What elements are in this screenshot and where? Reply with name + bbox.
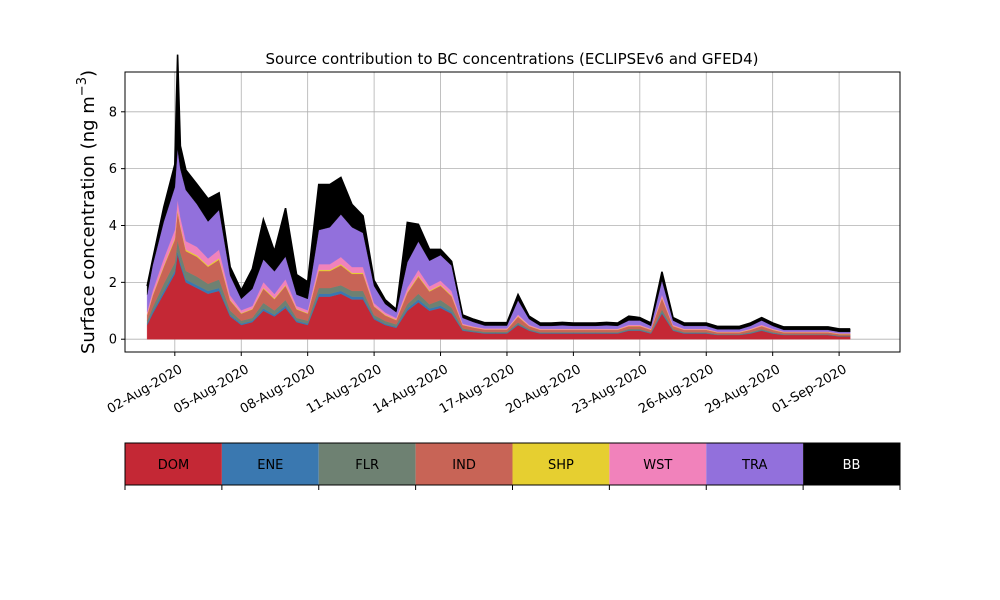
y-tick-label: 0 <box>109 333 117 348</box>
legend-swatch-shp <box>512 443 610 485</box>
y-axis-label-close: ) <box>78 70 99 77</box>
legend-label-ene: ENE <box>257 458 283 473</box>
legend-swatch-bb <box>803 443 900 485</box>
legend-swatch-dom <box>125 443 222 485</box>
gridlines <box>125 72 900 352</box>
axes-frame <box>124 71 901 353</box>
legend-colorbar: DOM ENE FLR IND SHP WST TRA BB <box>124 442 901 490</box>
chart-title: Source contribution to BC concentrations… <box>265 50 758 68</box>
legend-label-wst: WST <box>643 458 672 473</box>
y-tick-label: 4 <box>109 219 117 234</box>
y-tick-label: 8 <box>109 105 117 120</box>
legend-label-ind: IND <box>452 458 476 473</box>
legend-label-dom: DOM <box>158 458 189 473</box>
legend-label-flr: FLR <box>355 458 379 473</box>
y-axis: 0 2 4 6 8 <box>109 105 125 348</box>
total-outline <box>146 54 851 330</box>
y-tick-label: 2 <box>109 276 117 291</box>
legend-swatch-wst <box>609 443 707 485</box>
legend-swatch-ind <box>415 443 513 485</box>
y-tick-label: 6 <box>109 162 117 177</box>
y-axis-label-superscript: −3 <box>75 77 90 96</box>
stacked-areas <box>146 54 851 340</box>
y-axis-label-main: Surface concentration (ng m <box>78 96 99 354</box>
legend-label-bb: BB <box>843 458 861 473</box>
legend-swatch-flr <box>318 443 416 485</box>
legend-swatch-tra <box>706 443 804 485</box>
y-axis-label: Surface concentration (ng m−3) <box>75 70 99 354</box>
legend-label-shp: SHP <box>548 458 574 473</box>
legend-swatch-ene <box>221 443 319 485</box>
legend-label-tra: TRA <box>741 458 767 473</box>
